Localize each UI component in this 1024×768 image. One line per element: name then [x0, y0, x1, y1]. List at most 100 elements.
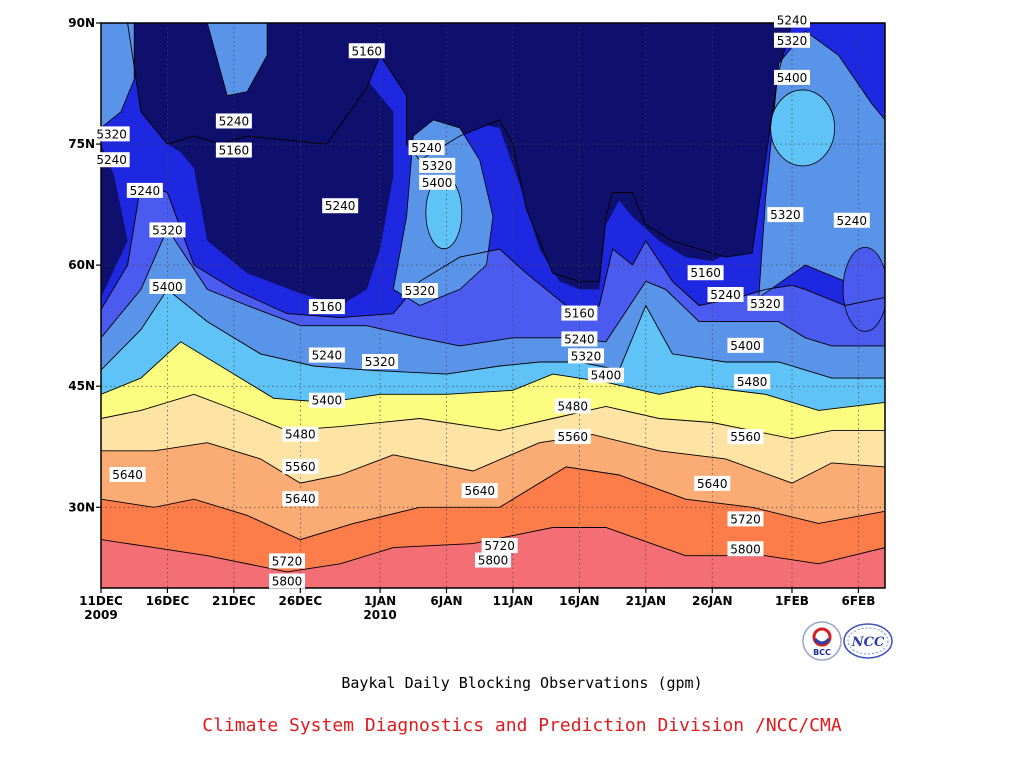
chart-title: Baykal Daily Blocking Observations (gpm) — [341, 674, 703, 692]
contour-label-box — [149, 278, 186, 294]
contour-label-box — [587, 367, 624, 383]
contour-label-text: 5320 — [96, 127, 127, 141]
contour-label: 5480 — [734, 374, 771, 390]
contour-label-text: 5240 — [411, 141, 442, 155]
contour-label-box — [126, 182, 163, 198]
x-tick-label: 6JAN — [430, 594, 462, 608]
contour-label: 5240 — [308, 347, 345, 363]
bubble-5400-feb — [770, 89, 836, 167]
contour-label: 5400 — [587, 367, 624, 383]
contour-label: 5320 — [773, 32, 810, 48]
y-tick-label: 45N — [68, 379, 95, 393]
contour-label-text: 5240 — [219, 114, 250, 128]
contour-label-text: 5160 — [690, 266, 721, 280]
contour-label-box — [408, 140, 445, 156]
contour-label-box — [282, 491, 319, 507]
contour-label-text: 5400 — [730, 339, 761, 353]
x-tick-label: 6FEB — [841, 594, 875, 608]
contour-label: 5400 — [727, 337, 764, 353]
contour-label-box — [747, 295, 784, 311]
contour-label-box — [687, 265, 724, 281]
plot-frame — [100, 22, 886, 589]
contour-label-box — [215, 113, 252, 129]
isoline-5560 — [101, 393, 885, 440]
contour-label: 5560 — [554, 429, 591, 445]
contour-label-box — [362, 354, 399, 369]
contour-label-box — [93, 152, 130, 168]
isoline-5480 — [101, 341, 885, 411]
contour-label: 5240 — [833, 212, 870, 228]
contour-label: 5320 — [362, 354, 399, 369]
low-5240-feb — [842, 246, 885, 332]
contour-label: 5240 — [126, 182, 163, 198]
contour-label-text: 5720 — [730, 512, 761, 526]
contour-label-text: 5240 — [564, 332, 595, 346]
contour-label: 5320 — [747, 295, 784, 311]
contour-label: 5320 — [149, 222, 186, 238]
contour-label-box — [554, 429, 591, 445]
contour-label-box — [308, 347, 345, 363]
contour-label-text: 5400 — [312, 394, 343, 408]
contour-label-box — [694, 475, 731, 491]
contour-label: 5160 — [308, 299, 345, 315]
contour-label-text: 5320 — [750, 297, 781, 311]
contour-label-box — [322, 198, 359, 214]
contour-label: 5400 — [149, 278, 186, 294]
contour-label-text: 5240 — [710, 288, 741, 302]
contour-label-text: 5640 — [285, 492, 316, 506]
contour-label-text: 5800 — [478, 554, 509, 568]
contour-label: 5800 — [727, 541, 764, 557]
contour-label-box — [833, 212, 870, 228]
contour-label-box — [269, 573, 306, 589]
contour-label-text: 5400 — [422, 176, 453, 190]
contour-label-text: 5800 — [730, 542, 761, 556]
contour-label: 5240 — [773, 12, 810, 28]
contour-label-box — [481, 538, 518, 554]
contour-label-box — [348, 43, 385, 59]
contour-label: 5320 — [767, 207, 804, 223]
contour-label: 5640 — [282, 491, 319, 507]
contour-label: 5240 — [408, 140, 445, 156]
contour-label-box — [773, 69, 810, 85]
x-tick-year: 2010 — [363, 608, 396, 622]
contour-label-box — [308, 299, 345, 315]
contour-label-text: 5320 — [777, 34, 808, 48]
contour-label-text: 5240 — [312, 349, 343, 363]
band-below-5160-central — [167, 79, 394, 306]
contour-label-text: 5240 — [325, 199, 356, 213]
contour-label: 5160 — [687, 265, 724, 281]
contour-label: 5160 — [348, 43, 385, 59]
contour-label: 5560 — [282, 458, 319, 474]
y-tick-label: 90N — [68, 16, 95, 30]
contour-label-text: 5160 — [219, 144, 250, 158]
contour-label-box — [773, 12, 810, 28]
contour-label-box — [419, 157, 456, 173]
contour-label-box — [727, 511, 764, 527]
contour-label-text: 5320 — [405, 284, 436, 298]
contour-label-text: 5240 — [777, 14, 808, 28]
contour-label-text: 5160 — [351, 44, 382, 58]
band-below-5160-west — [101, 144, 128, 298]
contour-label: 5640 — [694, 475, 731, 491]
contour-label: 5160 — [215, 142, 252, 158]
contour-label: 5400 — [308, 392, 345, 408]
isoline-5400 — [101, 288, 885, 379]
contour-label-box — [461, 483, 498, 499]
contour-label-text: 5240 — [96, 153, 127, 167]
contour-label-text: 5720 — [272, 554, 303, 568]
isoline-5640 — [101, 434, 885, 484]
bcc-logo-text: BCC — [813, 648, 831, 657]
contour-label-text: 5160 — [564, 307, 595, 321]
contour-label-box — [734, 374, 771, 390]
contour-label-box — [93, 126, 130, 142]
contour-label: 5720 — [269, 553, 306, 569]
contour-label-box — [561, 331, 598, 347]
contour-label: 5640 — [461, 483, 498, 499]
ncc-logo-text: NCC — [851, 635, 885, 650]
contour-label-text: 5320 — [365, 355, 396, 369]
contour-label-box — [401, 282, 438, 298]
contour-label-box — [282, 426, 319, 442]
contour-label: 5800 — [475, 552, 511, 568]
contour-label-text: 5480 — [737, 375, 768, 389]
